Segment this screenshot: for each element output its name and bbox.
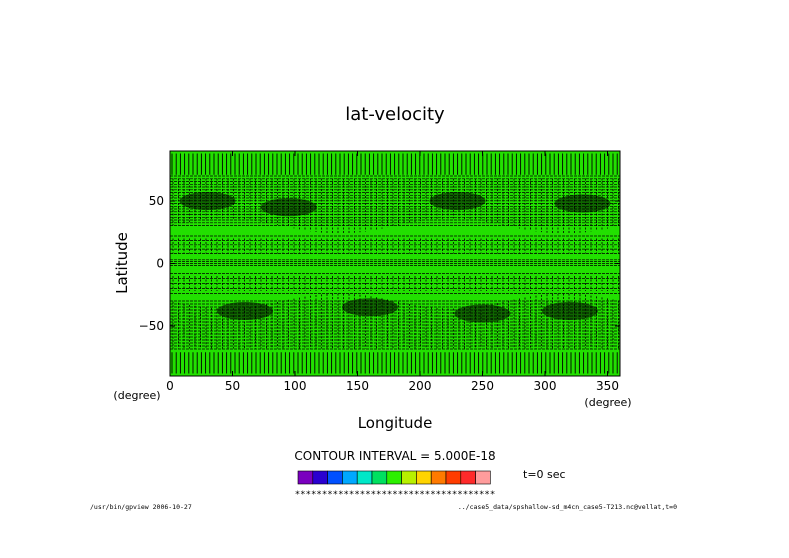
contour-dense-region bbox=[217, 302, 273, 320]
contour-band bbox=[171, 153, 618, 175]
y-axis-unit: (degree) bbox=[113, 389, 160, 402]
contour-dense-region bbox=[342, 298, 398, 317]
colorbar-swatch bbox=[342, 470, 358, 485]
contour-lines bbox=[170, 153, 620, 374]
x-axis-ticks: 0 50 100 150 200 250 300 350 bbox=[166, 151, 619, 393]
x-tick-label: 150 bbox=[346, 379, 369, 393]
colorbar-swatch bbox=[371, 470, 388, 485]
colorbar-swatch bbox=[460, 470, 476, 485]
plot-area bbox=[169, 150, 621, 377]
colorbar-swatch bbox=[475, 470, 491, 485]
colorbar-labels: ************************************* bbox=[295, 490, 495, 500]
x-axis-unit: (degree) bbox=[584, 396, 631, 409]
x-tick-label: 300 bbox=[534, 379, 557, 393]
colorbar-swatch bbox=[297, 470, 314, 485]
contour-interval-text: CONTOUR INTERVAL = 5.000E-18 bbox=[294, 449, 495, 463]
contour-lines-horizontal bbox=[170, 175, 620, 350]
y-tick-label: −50 bbox=[139, 319, 164, 333]
x-tick-label: 350 bbox=[596, 379, 619, 393]
contour-band bbox=[171, 352, 618, 374]
colorbar-swatch bbox=[356, 470, 373, 485]
contour-dense-region bbox=[554, 194, 611, 213]
contour-dense-region bbox=[260, 198, 317, 217]
chart-title: lat-velocity bbox=[345, 104, 445, 125]
colorbar-swatch bbox=[312, 470, 328, 485]
contour-dense-region bbox=[429, 192, 486, 210]
x-tick-label: 50 bbox=[225, 379, 240, 393]
y-tick-label: 0 bbox=[156, 257, 164, 271]
time-text: t=0 sec bbox=[523, 468, 566, 481]
y-tick-label: 50 bbox=[149, 194, 164, 208]
contour-dense-region bbox=[179, 192, 236, 210]
footer-right: ../case5_data/spshallow-sd_m4cn_case5-T2… bbox=[458, 503, 677, 511]
contour-dense-region bbox=[542, 302, 598, 320]
y-axis-ticks: 50 0 −50 bbox=[139, 194, 620, 333]
colorbar-swatch bbox=[430, 470, 447, 485]
x-tick-label: 0 bbox=[166, 379, 174, 393]
footer-left: /usr/bin/gpview 2006-10-27 bbox=[90, 503, 192, 511]
x-axis-label: Longitude bbox=[358, 414, 433, 432]
y-axis-label: Latitude bbox=[113, 232, 131, 294]
colorbar-swatch bbox=[386, 470, 402, 485]
colorbar-swatch bbox=[416, 470, 432, 485]
x-tick-label: 100 bbox=[284, 379, 307, 393]
colorbar-swatch bbox=[401, 470, 417, 485]
x-tick-label: 250 bbox=[471, 379, 494, 393]
colorbar-swatch bbox=[327, 470, 343, 485]
colorbar-swatch bbox=[445, 470, 462, 485]
colorbar bbox=[297, 470, 491, 485]
contour-dense-region bbox=[454, 304, 511, 323]
x-tick-label: 200 bbox=[409, 379, 432, 393]
